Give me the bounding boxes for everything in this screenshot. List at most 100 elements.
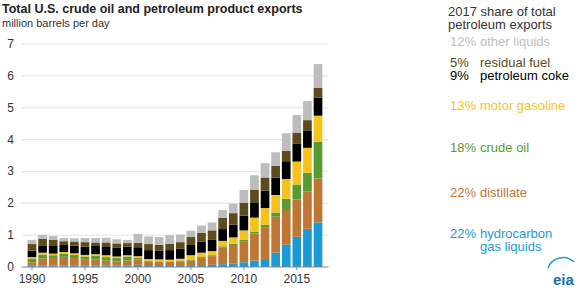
legend-share: 12% (450, 34, 476, 49)
bar-segment (261, 163, 270, 177)
bar-segment (282, 151, 291, 162)
legend-share: 9% (450, 68, 469, 83)
legend-label: residual fuel (480, 55, 550, 70)
bar-segment (229, 244, 238, 245)
logo: eia (553, 271, 575, 288)
bar-segment (314, 222, 323, 267)
bar-segment (218, 247, 227, 264)
bar-segment (250, 261, 259, 267)
bar-segment (28, 257, 37, 259)
bar-segment (292, 143, 301, 161)
chart: Total U.S. crude oil and petroleum produ… (0, 0, 580, 295)
x-tick-label: 1990 (19, 272, 46, 286)
bar-segment (197, 242, 206, 253)
bar-segment (303, 148, 312, 173)
bar-segment (70, 258, 79, 265)
bar-segment (271, 166, 280, 178)
bar-segment (112, 243, 121, 247)
bar-segment (261, 227, 270, 259)
bar-segment (155, 250, 164, 259)
bar-segment (91, 259, 100, 265)
bar-segment (229, 204, 238, 214)
bar-segment (81, 238, 90, 242)
bar-segment (123, 260, 132, 265)
legend-share: 22% (450, 185, 476, 200)
bar-segment (38, 235, 47, 239)
bar-segment (282, 179, 291, 199)
bar-segment (91, 256, 100, 260)
bar-segment (197, 258, 206, 265)
bar-segment (187, 261, 196, 265)
bar-segment (303, 101, 312, 120)
bar-segment (144, 261, 153, 265)
bar-segment (165, 244, 174, 250)
bar-segment (271, 195, 280, 213)
bar-segment (187, 231, 196, 237)
bar-segment (112, 256, 121, 258)
bar-segment (229, 225, 238, 238)
bar-segment (165, 250, 174, 260)
bar-segment (49, 255, 58, 258)
bar-segment (112, 248, 121, 257)
bar-segment (91, 242, 100, 246)
bar-segment (59, 252, 68, 254)
legend-label: hydrocarbongas liquids (480, 226, 552, 254)
bar-segment (91, 238, 100, 242)
bar-segment (250, 175, 259, 189)
bar-segment (314, 64, 323, 88)
y-tick-label: 4 (7, 133, 14, 147)
bar-segment (59, 257, 68, 266)
bar-segment (155, 262, 164, 266)
bar-segment (314, 88, 323, 98)
bar-segment (38, 253, 47, 255)
bar-segment (102, 242, 111, 246)
bar-segment (176, 262, 185, 266)
bar-segment (123, 240, 132, 243)
y-tick-label: 5 (7, 101, 14, 115)
bar-segment (282, 133, 291, 151)
bar-segment (102, 255, 111, 257)
bar-segment (261, 177, 270, 190)
bar-segment (282, 161, 291, 179)
bar-segment (303, 229, 312, 267)
bar-segment (292, 237, 301, 267)
bar-segment (187, 237, 196, 245)
bar-segment (229, 213, 238, 224)
bar-segment (102, 261, 111, 266)
bar-segment (81, 256, 90, 259)
bar-segment (250, 218, 259, 232)
bar-segment (261, 259, 270, 267)
bar-segment (134, 258, 143, 260)
bar-segment (144, 244, 153, 250)
bar-segment (49, 236, 58, 240)
x-tick-label: 2005 (178, 272, 205, 286)
bar-segment (250, 190, 259, 203)
bar-segment (240, 203, 249, 216)
y-tick-label: 2 (7, 196, 14, 210)
bar-segment (250, 202, 259, 217)
y-tick-label: 7 (7, 37, 14, 51)
bar-segment (240, 262, 249, 267)
bar-segment (144, 236, 153, 244)
bar-segment (218, 229, 227, 241)
bar-segment (240, 241, 249, 262)
bar-segment (70, 253, 79, 255)
bar-segment (176, 242, 185, 249)
bar-segment (208, 240, 217, 251)
bar-segment (240, 190, 249, 203)
bar-segment (102, 257, 111, 261)
bar-segment (144, 259, 153, 261)
x-tick (84, 267, 85, 270)
bar-segment (59, 254, 68, 257)
bar-segment (197, 226, 206, 233)
bar-segment (240, 240, 249, 241)
bars (28, 64, 323, 267)
bar-segment (250, 232, 259, 234)
bar-segment (59, 241, 68, 245)
bar-segment (292, 199, 301, 236)
bar-segment (208, 256, 217, 265)
bar-segment (229, 237, 238, 243)
bar-segment (81, 255, 90, 257)
bar-segment (81, 260, 90, 266)
bar-segment (208, 230, 217, 240)
